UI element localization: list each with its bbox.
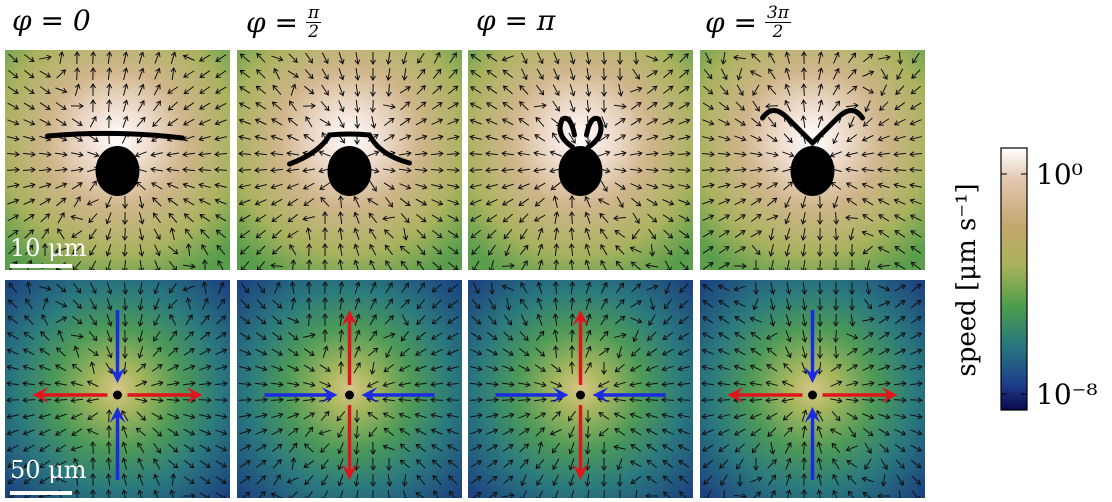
- panel: [237, 280, 462, 502]
- colorbar-title: speed [μm s⁻¹]: [952, 183, 982, 376]
- panels: 10⁰ 10⁻⁸ speed [μm s⁻¹] 10 μm 50 μm: [0, 0, 1112, 502]
- swimmer-body: [559, 146, 603, 196]
- panel: [468, 280, 693, 502]
- colorbar-label: 10⁰: [1036, 158, 1083, 191]
- swimmer-body: [808, 391, 817, 400]
- figure: φ = 0 φ =π2 φ = π φ =3π2: [0, 0, 1112, 502]
- swimmer-body: [113, 391, 122, 400]
- scale-bar-label: 50 μm: [10, 456, 87, 484]
- panel: [700, 50, 925, 272]
- swimmer-body: [791, 146, 835, 196]
- colorbar-label: 10⁻⁸: [1036, 378, 1098, 411]
- panel: [237, 50, 462, 272]
- swimmer-body: [345, 391, 354, 400]
- colorbar: [1001, 148, 1027, 410]
- scale-bar-label: 10 μm: [10, 234, 87, 262]
- panel: [468, 50, 693, 272]
- panel-group: [5, 50, 925, 502]
- swimmer-body: [576, 391, 585, 400]
- swimmer-body: [96, 146, 140, 196]
- swimmer-body: [328, 146, 372, 196]
- panel: [700, 280, 925, 502]
